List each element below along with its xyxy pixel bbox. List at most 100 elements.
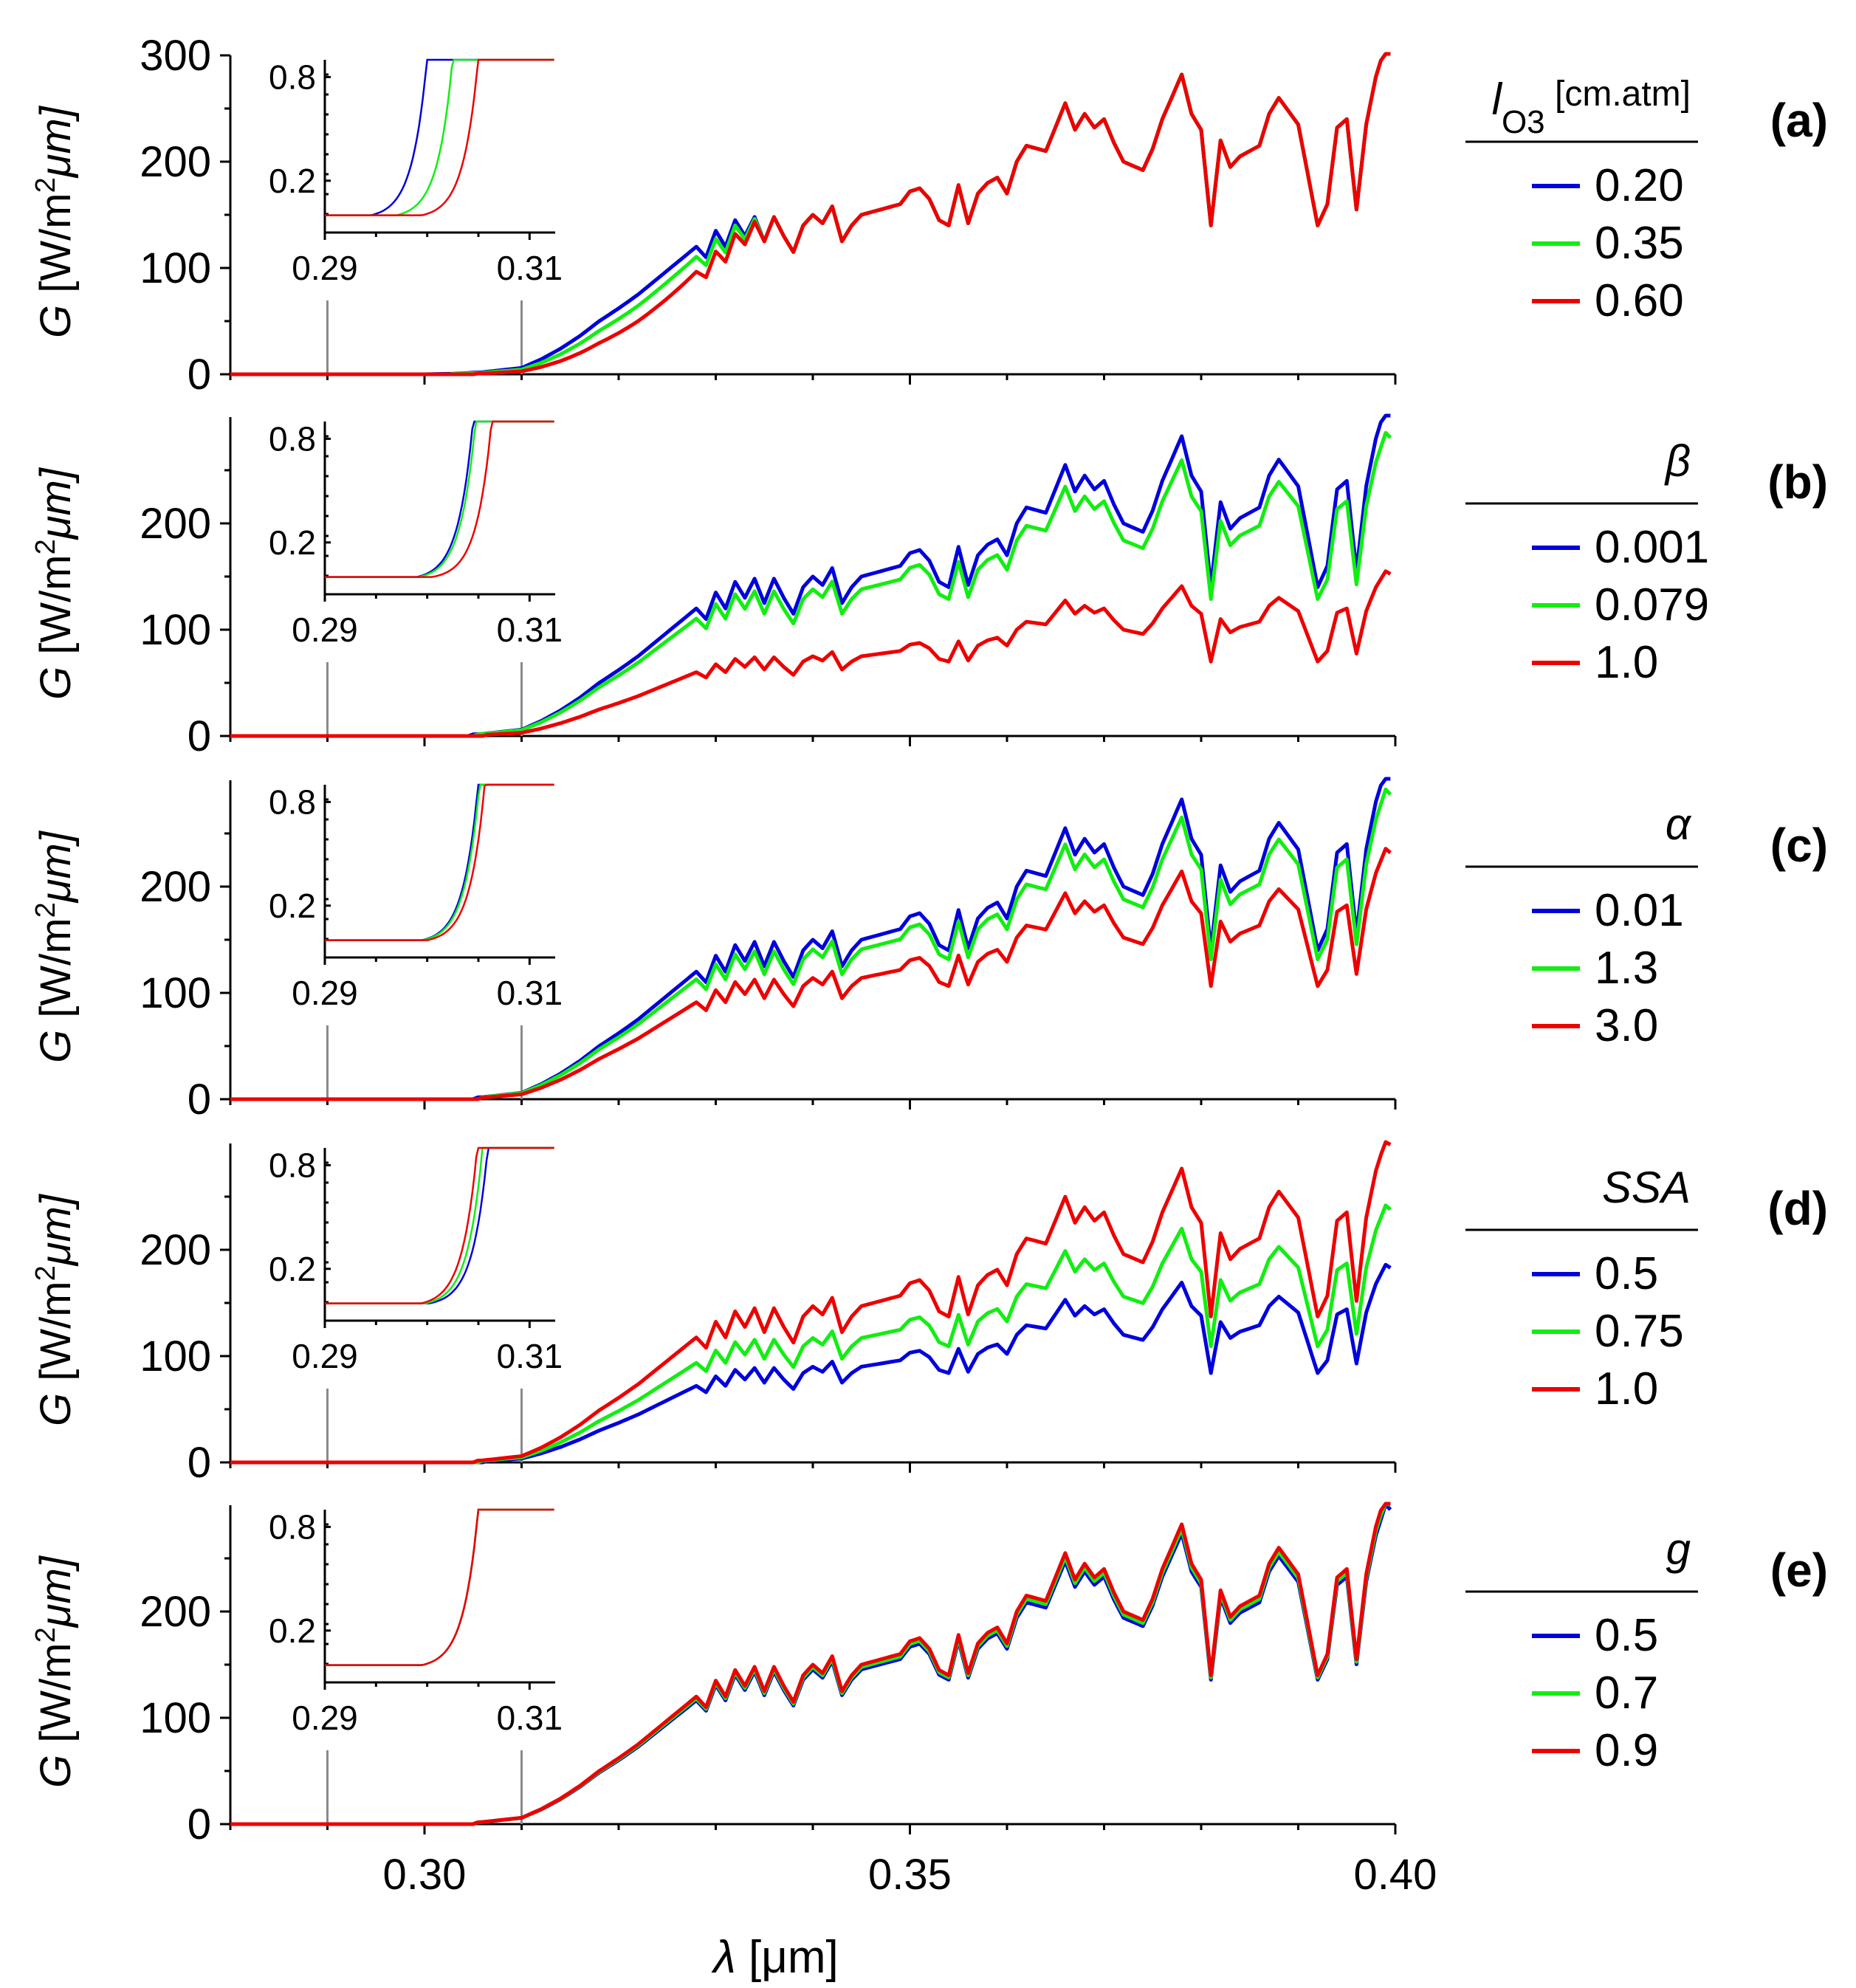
y-label-sup: 2 <box>30 1627 61 1643</box>
x-axis-label: λ [μm] <box>711 1932 839 1983</box>
inset-x-tick-label: 0.31 <box>497 610 563 649</box>
inset-y-tick-label: 0.8 <box>269 783 316 821</box>
legend-entry-label: 0.9 <box>1595 1725 1658 1776</box>
legend-title-main: α <box>1666 799 1692 849</box>
panel-e: 0 100 200 G [W/m2μm] 0.8 0.2 0.29 0.31 g0.5 0.7 0.… <box>30 1502 1828 1983</box>
legend-entry-label: 0.7 <box>1595 1668 1658 1719</box>
series-line-green <box>230 1203 1392 1465</box>
legend-title: lO3 [cm.atm] <box>1492 75 1691 140</box>
inset-y-tick-label: 0.2 <box>269 1612 316 1650</box>
panel-d: 0 100 200 G [W/m2μm] 0.8 0.2 0.29 0.31 SSA 0.5 0.7… <box>30 1140 1828 1487</box>
inset-y-tick-label: 0.2 <box>269 1250 316 1288</box>
inset-series-line-blue <box>325 58 554 216</box>
panel-c: 0 100 200 G [W/m2μm] 0.8 0.2 0.29 0.31 α 0.01 1.3 3… <box>30 777 1828 1124</box>
panel-label: (a) <box>1770 94 1828 147</box>
y-tick-label: 100 <box>140 606 211 654</box>
legend-entry-label: 0.079 <box>1595 579 1709 630</box>
series-line-red <box>230 1502 1391 1826</box>
inset-x-tick-label: 0.31 <box>497 249 563 287</box>
y-label-unit-end: μm] <box>32 105 80 179</box>
inset-series-line-green <box>325 58 554 216</box>
inset-x-tick-label: 0.29 <box>292 974 358 1012</box>
y-axis-label: G [W/m2μm] <box>30 1193 80 1426</box>
y-label-unit: [W/m <box>32 554 80 666</box>
legend-title: α <box>1666 799 1692 849</box>
legend-title-main: SSA <box>1602 1163 1691 1212</box>
inset-series-line-green <box>325 1508 554 1666</box>
panel-a: 0 100 200 300 G [W/m2μm] 0.8 0.2 0.29 0.31 lO3 [c… <box>30 32 1828 399</box>
legend-entry-label: 0.60 <box>1595 275 1684 326</box>
inset-x-tick-label: 0.29 <box>292 610 358 649</box>
series-line-blue <box>230 1262 1392 1465</box>
x-label-unit: [μm] <box>736 1932 839 1983</box>
y-label-var: G <box>32 1030 80 1063</box>
inset-y-tick-label: 0.8 <box>269 58 316 96</box>
legend-entry-label: 1.0 <box>1595 1363 1658 1414</box>
legend-title-main: β <box>1664 436 1691 486</box>
y-label-var: G <box>32 1393 80 1426</box>
y-tick-label: 100 <box>140 244 211 292</box>
panel-label: (d) <box>1767 1182 1828 1235</box>
y-tick-label: 0 <box>188 712 211 760</box>
y-tick-label: 0 <box>188 351 211 399</box>
y-label-var: G <box>32 1755 80 1788</box>
y-label-sup: 2 <box>30 1265 61 1281</box>
series-line-blue <box>230 413 1391 738</box>
legend-entry-label: 1.0 <box>1595 637 1658 688</box>
legend-entry-label: 0.75 <box>1595 1306 1684 1357</box>
legend-title-main: g <box>1666 1524 1691 1574</box>
legend-title-rest: [cm.atm] <box>1545 75 1691 114</box>
legend-title-sub: O3 <box>1502 104 1545 140</box>
inset-y-tick-label: 0.8 <box>269 1507 316 1546</box>
inset-x-tick-label: 0.31 <box>497 974 563 1012</box>
series-line-blue <box>230 52 1391 376</box>
y-tick-label: 200 <box>140 863 211 911</box>
inset-y-tick-label: 0.8 <box>269 1146 316 1184</box>
y-label-sup: 2 <box>30 902 61 918</box>
y-label-unit-end: μm] <box>32 1555 80 1628</box>
series-line-red <box>230 569 1392 738</box>
legend-entry-label: 1.3 <box>1595 943 1658 994</box>
y-tick-label: 200 <box>140 500 211 548</box>
y-label-unit: [W/m <box>32 193 80 304</box>
series-line-red <box>230 847 1392 1101</box>
y-label-unit: [W/m <box>32 1281 80 1392</box>
y-tick-label: 0 <box>188 1800 211 1848</box>
y-tick-label: 200 <box>140 1588 211 1636</box>
inset-x-tick-label: 0.29 <box>292 249 358 287</box>
inset-series-line-green <box>325 420 554 578</box>
series-line-red <box>230 52 1391 376</box>
inset-x-tick-label: 0.29 <box>292 1699 358 1737</box>
y-tick-label: 200 <box>140 1226 211 1274</box>
inset-x-tick-label: 0.31 <box>497 1337 563 1375</box>
inset-series-line-blue <box>325 420 554 578</box>
panel-b: 0 100 200 G [W/m2μm] 0.8 0.2 0.29 0.31 β 0.001 0.0… <box>30 413 1828 760</box>
inset-plot: 0.8 0.2 0.29 0.31 <box>269 1507 563 1737</box>
inset-y-tick-label: 0.8 <box>269 419 316 458</box>
legend-title: g <box>1666 1524 1691 1574</box>
y-label-unit: [W/m <box>32 1643 80 1754</box>
inset-series-line-red <box>325 783 554 941</box>
inset-y-tick-label: 0.2 <box>269 523 316 562</box>
series-line-green <box>230 430 1392 738</box>
legend-entry-label: 0.01 <box>1595 885 1684 936</box>
inset-plot: 0.8 0.2 0.29 0.31 <box>269 783 563 1012</box>
legend-title: β <box>1664 436 1691 486</box>
inset-series-line-red <box>325 1146 554 1304</box>
y-label-unit-end: μm] <box>32 830 80 904</box>
legend-entry-label: 0.5 <box>1595 1248 1658 1299</box>
y-tick-label: 100 <box>140 1694 211 1742</box>
panel-label: (b) <box>1767 455 1828 509</box>
y-tick-label: 200 <box>140 138 211 186</box>
inset-x-tick-label: 0.31 <box>497 1699 563 1737</box>
y-axis-label: G [W/m2μm] <box>30 105 80 338</box>
inset-y-tick-label: 0.2 <box>269 887 316 925</box>
inset-plot: 0.8 0.2 0.29 0.31 <box>269 419 563 649</box>
y-axis-label: G [W/m2μm] <box>30 1555 80 1788</box>
legend-entry-label: 0.5 <box>1595 1610 1658 1661</box>
inset-series-line-red <box>325 58 554 216</box>
x-tick-label: 0.40 <box>1354 1851 1437 1899</box>
x-tick-label: 0.30 <box>383 1851 467 1899</box>
y-label-unit-end: μm] <box>32 1193 80 1267</box>
